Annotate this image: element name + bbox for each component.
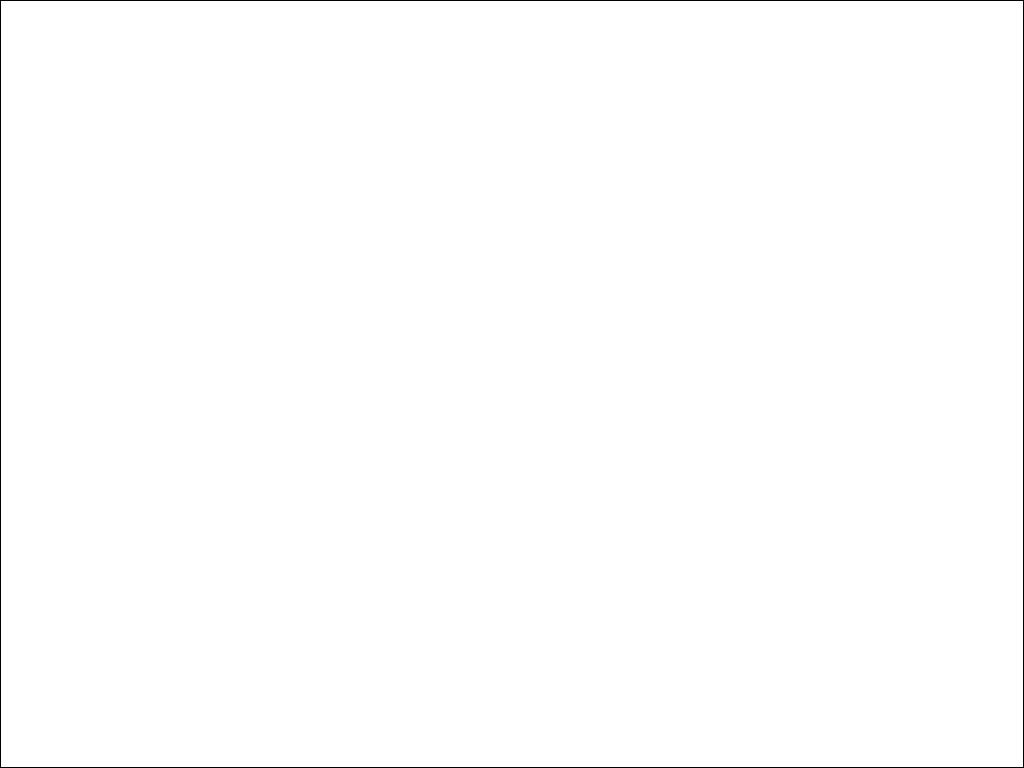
chart [0,0,1024,768]
chart-canvas [1,1,1024,768]
